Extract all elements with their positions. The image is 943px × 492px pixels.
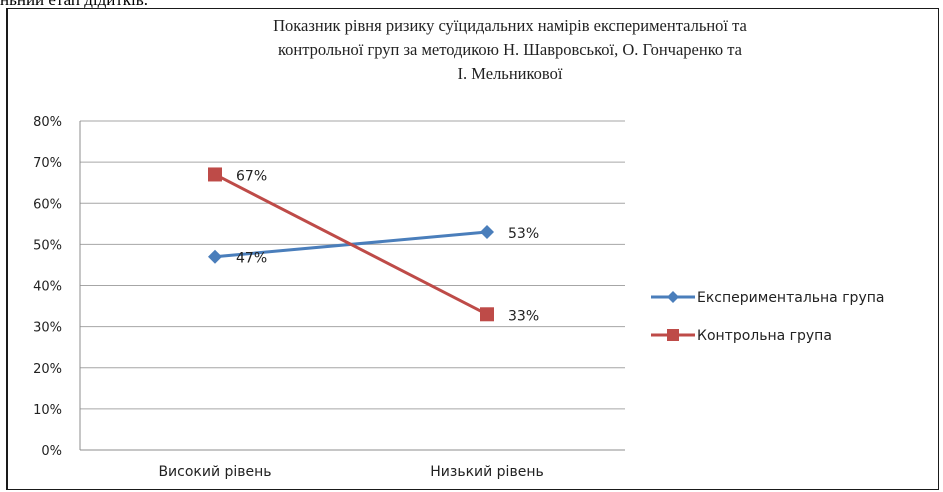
chart-frame xyxy=(6,8,939,490)
y-tick-label: 10% xyxy=(33,403,62,418)
chart-title-line-1: Показник рівня ризику суїцидальних намір… xyxy=(273,16,747,35)
x-category-label: Високий рівень xyxy=(158,464,271,480)
y-tick-label: 20% xyxy=(33,362,62,377)
series-lines xyxy=(208,167,494,322)
chart-title-line-2: контрольної груп за методикою Н. Шавровс… xyxy=(278,40,742,59)
y-axis-ticks: 0% 10% 20% 30% 40% 50% 60% 70% 80% xyxy=(33,115,62,459)
chart-title-line-3: І. Мельникової xyxy=(457,64,563,83)
chart-title: Показник рівня ризику суїцидальних намір… xyxy=(80,14,940,86)
data-point-square xyxy=(480,307,494,322)
x-category-label: Низький рівень xyxy=(430,464,543,480)
y-tick-label: 60% xyxy=(33,197,62,212)
legend-entry-label: Експериментальна група xyxy=(697,290,884,306)
legend-entry-label: Контрольна група xyxy=(697,328,832,344)
data-labels: 47% 53% 67% 33% xyxy=(236,168,539,324)
legend-marker-square xyxy=(667,329,679,341)
data-point-diamond xyxy=(208,249,222,264)
y-tick-label: 80% xyxy=(33,115,62,130)
data-point-diamond xyxy=(480,225,494,240)
y-tick-label: 70% xyxy=(33,156,62,171)
data-label: 53% xyxy=(508,226,539,242)
data-label: 67% xyxy=(236,168,267,184)
legend-marker-diamond xyxy=(667,291,679,303)
gridlines xyxy=(79,120,625,451)
series-line xyxy=(214,173,488,316)
y-tick-label: 30% xyxy=(33,321,62,336)
data-point-square xyxy=(208,167,222,182)
y-tick-label: 40% xyxy=(33,280,62,295)
x-axis-categories: Високий рівень Низький рівень xyxy=(158,464,543,480)
legend: Експериментальна група Контрольна група xyxy=(651,290,884,344)
y-tick-label: 0% xyxy=(41,444,62,459)
page-text-fragment: ньний етап дідитків. xyxy=(0,0,943,10)
data-label: 47% xyxy=(236,251,267,267)
y-tick-label: 50% xyxy=(33,238,62,253)
data-label: 33% xyxy=(508,308,539,324)
